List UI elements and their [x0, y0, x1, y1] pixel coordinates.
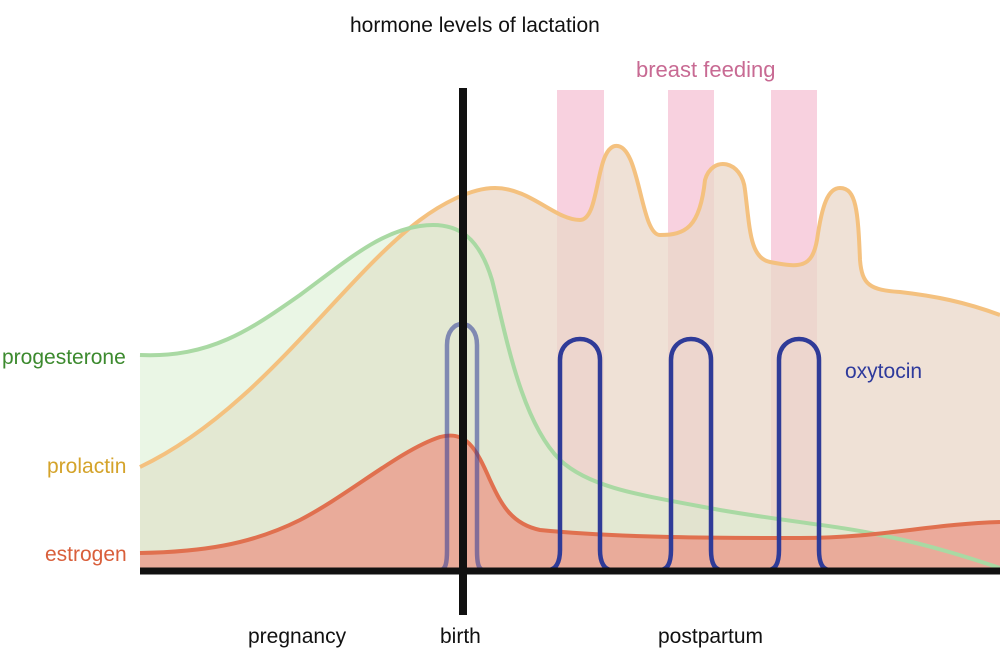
estrogen-label: estrogen — [45, 543, 127, 566]
prolactin-line — [139, 144, 1000, 469]
pregnancy-label: pregnancy — [248, 625, 347, 648]
postpartum-label: postpartum — [658, 625, 764, 648]
estrogen-area — [140, 435, 1000, 572]
birth-label: birth — [440, 625, 481, 648]
diagram-title: hormone levels of lactation — [350, 14, 600, 37]
oxytocin-pulse-1 — [547, 336, 613, 573]
progesterone-label: progesterone — [2, 346, 126, 369]
oxytocin-pulse-2 — [659, 336, 723, 573]
breast-feeding-label: breast feeding — [636, 57, 776, 82]
prolactin-label: prolactin — [47, 455, 127, 478]
oxytocin-pulse-3 — [767, 336, 831, 573]
oxytocin-label: oxytocin — [845, 360, 923, 383]
progesterone-line — [139, 223, 1000, 570]
